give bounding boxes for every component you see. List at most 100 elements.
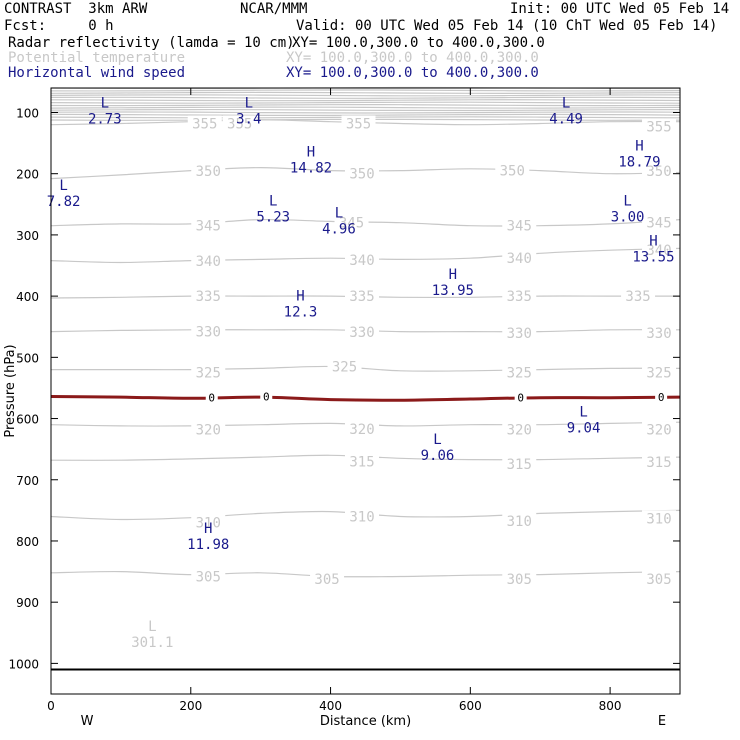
axes: 100 200 300 400 500 600 700 800 900 1000 0 200 400 60… [3, 87, 681, 729]
theta-contour-label: 340 [507, 251, 532, 267]
extremum-value: 9.06 [421, 448, 455, 464]
field-wind-name: Horizontal wind speed [8, 65, 186, 81]
x-axis-label: Distance (km) [320, 714, 411, 729]
theta-contour-label: 335 [507, 289, 532, 305]
extremum-symbol: H [296, 288, 304, 304]
plot-frame [50, 87, 681, 695]
theta-contour-label: 330 [349, 325, 374, 341]
theta-contour-label: 315 [646, 455, 671, 471]
theta-contour-label: 310 [349, 509, 374, 525]
theta-contour-label: 345 [339, 216, 364, 232]
theta-label-background [502, 570, 537, 587]
theta-label-background [502, 455, 537, 472]
theta-contour-label: 350 [500, 164, 525, 180]
field-theta-name: Potential temperature [8, 50, 186, 66]
theta-top-line [50, 104, 681, 107]
theta-top-line [50, 89, 681, 92]
theta-contour-label: 335 [625, 289, 650, 305]
extremum-symbol: H [649, 233, 657, 249]
theta-contour-label: 355 [192, 117, 217, 133]
theta-contour-label: 325 [646, 366, 671, 382]
extremum-symbol: L [433, 432, 441, 448]
theta-contour-label: 320 [196, 423, 221, 439]
theta-label-background [191, 217, 226, 234]
theta-top-line [50, 111, 681, 114]
extremum-symbol: L [59, 178, 67, 194]
theta-label-background [191, 514, 226, 531]
reflectivity-label-background [205, 391, 218, 404]
extremum-symbol: L [148, 619, 156, 635]
extremum-symbol: L [245, 96, 253, 112]
theta-contour-line [51, 365, 681, 372]
y-tick-label: 400 [16, 290, 39, 304]
theta-top-line [50, 96, 681, 99]
extremum-value: 4.96 [322, 222, 356, 238]
reflectivity-contour-label: 0 [208, 392, 215, 405]
theta-contour-label: 350 [646, 164, 671, 180]
theta-label-background [191, 253, 226, 270]
field-reflectivity-name: Radar reflectivity (lamda = 10 cm) [8, 35, 295, 51]
y-tick-label: 500 [16, 351, 39, 365]
theta-contour-label: 315 [349, 454, 374, 470]
y-tick-label: 100 [16, 106, 39, 120]
extremum-symbol: L [101, 96, 109, 112]
theta-label-background [345, 165, 380, 182]
theta-contour-label: 310 [646, 511, 671, 527]
reflectivity-contour [50, 395, 681, 402]
reflectivity-contour-label: 0 [658, 391, 665, 404]
theta-label-background [345, 453, 380, 470]
extremum-symbol: H [307, 145, 315, 161]
field-theta-xy: XY= 100.0,300.0 to 400.0,300.0 [286, 50, 539, 66]
theta-label-background [642, 510, 677, 527]
x-tick-label: 600 [459, 699, 482, 713]
theta-label-background [642, 214, 677, 231]
theta-label-background [642, 242, 677, 259]
extremum-value: 4.49 [549, 112, 583, 128]
extremum-value: 7.82 [47, 194, 81, 210]
theta-contour-label: 350 [349, 167, 374, 183]
extremum-value: 11.98 [187, 537, 229, 553]
theta-label-background [642, 570, 677, 587]
west-label: W [81, 714, 94, 729]
theta-label-background [310, 570, 345, 587]
theta-label-background [334, 214, 369, 231]
theta-top-line [50, 108, 681, 112]
theta-contour-label: 305 [196, 569, 221, 585]
model-title: CONTRAST 3km ARW [4, 1, 148, 17]
theta-contour-label: 305 [646, 572, 671, 588]
extremum-value: 2.73 [88, 112, 122, 128]
theta-contour-line [50, 570, 681, 578]
y-tick-label: 1000 [8, 657, 39, 671]
x-tick-label: 0 [47, 699, 55, 713]
theta-contour-label: 330 [196, 325, 221, 341]
reflectivity-contour-line [50, 395, 681, 402]
theta-contour-label: 330 [507, 326, 532, 342]
y-axis-label: Pressure (hPa) [3, 344, 18, 437]
theta-top-line [50, 99, 681, 102]
extremum-value: 3.4 [236, 112, 261, 128]
forecast-hour: Fcst: 0 h [4, 18, 114, 34]
x-tick-label: 200 [179, 699, 202, 713]
extremum-symbol: L [335, 206, 343, 222]
reflectivity-contour-label: 0 [263, 391, 270, 404]
theta-contour-label: 320 [507, 423, 532, 439]
theta-top-line [50, 113, 681, 117]
theta-contour-label: 345 [507, 219, 532, 235]
extremum-value: 3.00 [611, 209, 645, 225]
theta-contour-label: 335 [196, 289, 221, 305]
extremum-value: 13.95 [432, 283, 474, 299]
field-wind-xy: XY= 100.0,300.0 to 400.0,300.0 [286, 65, 539, 81]
y-tick-label: 600 [16, 413, 39, 427]
theta-label-background [502, 364, 537, 381]
extremum-symbol: L [562, 96, 570, 112]
theta-contour-label: 305 [314, 572, 339, 588]
extremum-value: 5.23 [256, 209, 290, 225]
theta-label-background [642, 324, 677, 341]
theta-contour-label: 305 [507, 572, 532, 588]
theta-contour-label: 310 [196, 516, 221, 532]
theta-contour-label: 330 [646, 326, 671, 342]
theta-contour-label: 325 [332, 360, 357, 376]
extremum-value: 13.55 [632, 249, 674, 265]
contour-labels: 305 305 305 305 310 310 310 310 315 315 315 320 320 3… [187, 115, 677, 588]
extremum-value: 18.79 [618, 154, 660, 170]
